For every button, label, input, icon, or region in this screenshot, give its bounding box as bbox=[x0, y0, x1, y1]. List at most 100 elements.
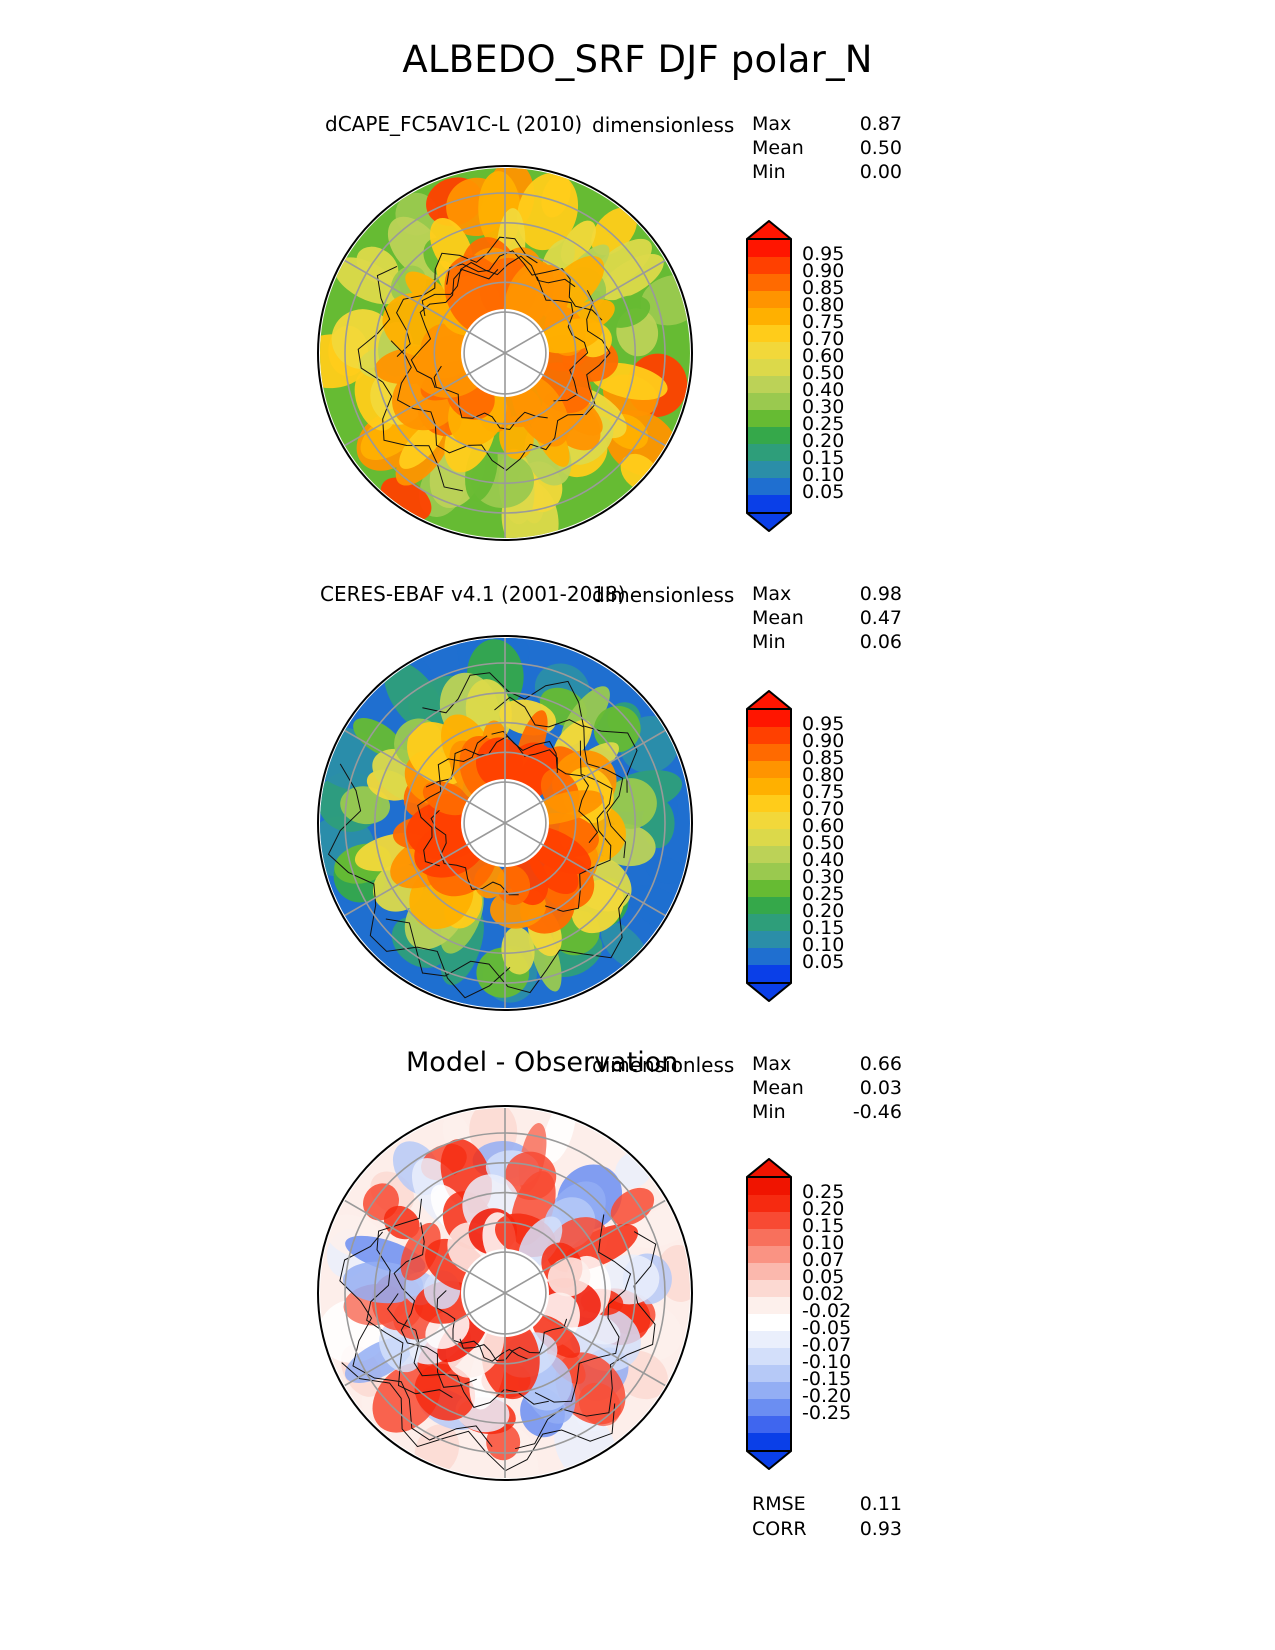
colorbar-band bbox=[746, 931, 792, 948]
stat-value: 0.50 bbox=[859, 137, 902, 159]
colorbar-band bbox=[746, 291, 792, 308]
colorbar-tick-label: 0.05 bbox=[802, 951, 845, 973]
score-value: 0.93 bbox=[859, 1518, 902, 1540]
colorbar-tick-label: 0.05 bbox=[802, 1266, 845, 1288]
colorbar-band bbox=[746, 1314, 792, 1331]
stat-value: 0.66 bbox=[859, 1053, 902, 1075]
colorbar-tick-label: 0.10 bbox=[802, 934, 845, 956]
stat-key: Max bbox=[752, 113, 792, 135]
colorbar-tick-label: 0.90 bbox=[802, 730, 845, 752]
colorbar-band bbox=[746, 1212, 792, 1229]
stat-row: Max 0.87 bbox=[752, 112, 902, 136]
colorbar-band bbox=[746, 914, 792, 931]
score-row: CORR 0.93 bbox=[752, 1517, 902, 1542]
panel-header: CERES-EBAF v4.1 (2001-2018) dimensionles… bbox=[0, 580, 1275, 653]
colorbar-band bbox=[746, 897, 792, 914]
stat-row: Min -0.46 bbox=[752, 1100, 902, 1124]
colorbar-tick-label: -0.05 bbox=[802, 1317, 852, 1339]
colorbar-tick-label: 0.20 bbox=[802, 1198, 845, 1220]
colorbar-band bbox=[746, 257, 792, 274]
stat-row: Min 0.00 bbox=[752, 160, 902, 184]
colorbar-tick-label: 0.80 bbox=[802, 764, 845, 786]
colorbar-tick-label: 0.05 bbox=[802, 481, 845, 503]
stat-key: Min bbox=[752, 161, 786, 183]
panel-stats: Max 0.87 Mean 0.50 Min 0.00 bbox=[752, 112, 902, 184]
colorbar-band bbox=[746, 761, 792, 778]
colorbar-tick-label: 0.07 bbox=[802, 1249, 845, 1271]
colorbar-band bbox=[746, 1246, 792, 1263]
score-value: 0.11 bbox=[859, 1493, 902, 1515]
colorbar-band bbox=[746, 812, 792, 829]
colorbar-band bbox=[746, 727, 792, 744]
stat-key: Min bbox=[752, 631, 786, 653]
score-row: RMSE 0.11 bbox=[752, 1492, 902, 1517]
colorbar-band bbox=[746, 948, 792, 965]
map-canvas bbox=[320, 1108, 690, 1478]
colorbar-top-arrow bbox=[746, 690, 792, 710]
colorbar-tick-label: 0.15 bbox=[802, 1215, 845, 1237]
polar-map-observation bbox=[311, 635, 723, 1015]
colorbar-band bbox=[746, 710, 792, 727]
colorbar-tick-label: 0.10 bbox=[802, 464, 845, 486]
stat-row: Max 0.66 bbox=[752, 1052, 902, 1076]
colorbar-band bbox=[746, 863, 792, 880]
colorbar-tick-label: 0.10 bbox=[802, 1232, 845, 1254]
colorbar-tick-label: -0.10 bbox=[802, 1351, 852, 1373]
colorbar-band bbox=[746, 240, 792, 257]
panel-caption: Model - Observation bbox=[406, 1047, 679, 1078]
stat-value: 0.98 bbox=[859, 583, 902, 605]
map-canvas bbox=[320, 168, 690, 538]
colorbar-tick-label: 0.30 bbox=[802, 396, 845, 418]
polar-map-model bbox=[311, 165, 723, 545]
colorbar-band bbox=[746, 1348, 792, 1365]
colorbar-band bbox=[746, 1331, 792, 1348]
colorbar-band bbox=[746, 342, 792, 359]
colorbar-tick-label: 0.30 bbox=[802, 866, 845, 888]
colorbar-band bbox=[746, 1195, 792, 1212]
colorbar-tick-label: 0.70 bbox=[802, 328, 845, 350]
colorbar-tick-label: 0.95 bbox=[802, 713, 845, 735]
colorbar-band bbox=[746, 325, 792, 342]
colorbar-tick-label: 0.85 bbox=[802, 747, 845, 769]
colorbar-bottom-arrow bbox=[746, 1450, 792, 1470]
colorbar-tick-label: 0.95 bbox=[802, 243, 845, 265]
colorbar-tick-label: 0.40 bbox=[802, 379, 845, 401]
skill-scores: RMSE 0.11 CORR 0.93 bbox=[752, 1492, 902, 1542]
colorbar-band bbox=[746, 1399, 792, 1416]
colorbar-model: 0.95 0.90 0.85 0.80 0.75 0.70 0.60 0.50 0.40 0.30… bbox=[746, 220, 844, 532]
stat-value: 0.03 bbox=[859, 1077, 902, 1099]
score-key: RMSE bbox=[752, 1493, 806, 1515]
colorbar-band bbox=[746, 1382, 792, 1399]
colorbar-band bbox=[746, 1229, 792, 1246]
panel-stats: Max 0.98 Mean 0.47 Min 0.06 bbox=[752, 582, 902, 654]
colorbar-band bbox=[746, 744, 792, 761]
colorbar-tick-label: 0.60 bbox=[802, 815, 845, 837]
stat-key: Min bbox=[752, 1101, 786, 1123]
colorbar-observation: 0.95 0.90 0.85 0.80 0.75 0.70 0.60 0.50 0.40 0.30… bbox=[746, 690, 844, 1002]
stat-value: 0.47 bbox=[859, 607, 902, 629]
colorbar-tick-label: -0.15 bbox=[802, 1368, 852, 1390]
stat-value: 0.87 bbox=[859, 113, 902, 135]
colorbar-band bbox=[746, 778, 792, 795]
colorbar-band bbox=[746, 393, 792, 410]
colorbar-tick-label: 0.60 bbox=[802, 345, 845, 367]
panel-units-label: dimensionless bbox=[592, 1053, 735, 1077]
colorbar-tick-label: 0.25 bbox=[802, 1181, 845, 1203]
colorbar-tick-label: 0.20 bbox=[802, 900, 845, 922]
stat-row: Mean 0.03 bbox=[752, 1076, 902, 1100]
panel-header: Model - Observation dimensionless Max 0.6… bbox=[0, 1047, 1275, 1123]
stat-key: Mean bbox=[752, 1077, 804, 1099]
stat-row: Mean 0.47 bbox=[752, 606, 902, 630]
colorbar-tick-label: 0.85 bbox=[802, 277, 845, 299]
globe-disc bbox=[317, 635, 693, 1011]
colorbar-tick-label: 0.75 bbox=[802, 781, 845, 803]
colorbar-tick-label: 0.25 bbox=[802, 413, 845, 435]
colorbar-tick-label: 0.70 bbox=[802, 798, 845, 820]
stat-value: 0.00 bbox=[859, 161, 902, 183]
page-title: ALBEDO_SRF DJF polar_N bbox=[402, 38, 873, 81]
colorbar-strip: 0.25 0.20 0.15 0.10 0.07 0.05 0.02 -0.02 -0.05 -0… bbox=[746, 1158, 851, 1470]
stat-key: Max bbox=[752, 583, 792, 605]
colorbar-band bbox=[746, 1280, 792, 1297]
colorbar-band bbox=[746, 461, 792, 478]
colorbar-band bbox=[746, 1433, 792, 1450]
